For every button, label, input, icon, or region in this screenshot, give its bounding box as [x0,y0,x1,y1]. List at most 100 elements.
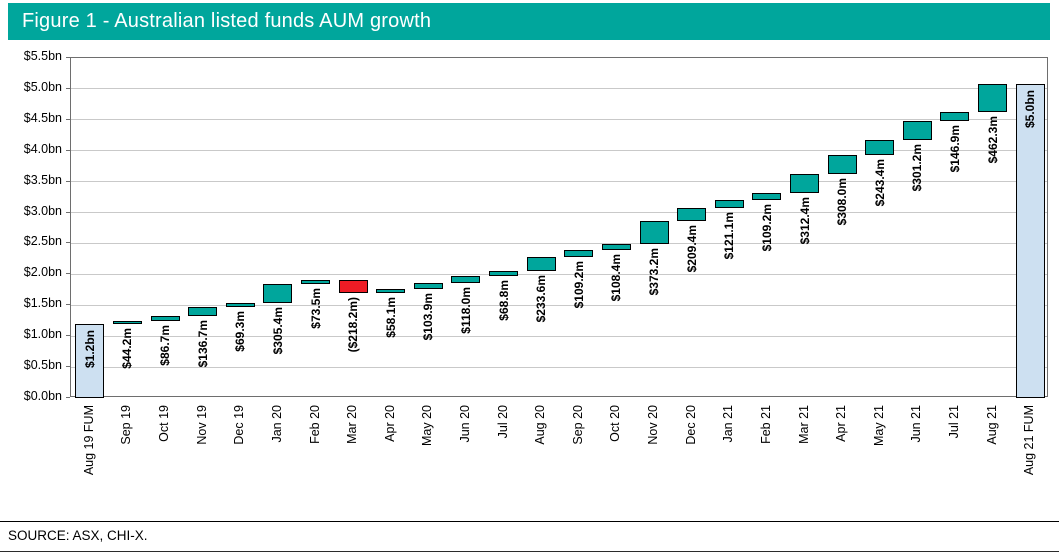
x-tick-label: May 21 [871,405,886,446]
x-tick-label: Apr 21 [834,405,849,442]
x-tick-label: Aug 21 FUM [1022,405,1037,476]
y-tick-label: $2.0bn [23,265,62,280]
x-tick-label: Mar 21 [796,405,811,444]
bar-value-label: ($218.2m) [346,297,361,353]
bar-value-label: $312.4m [797,197,812,245]
y-tick-mark [66,242,70,244]
bar-dec-20 [677,207,707,221]
bar-value-label: $308.0m [835,178,850,226]
bar-value-label: $462.3m [985,116,1000,164]
bar-jan-20 [263,284,293,303]
gridline [71,273,1047,275]
x-tick-label: Aug 20 [533,405,548,445]
bar-oct-19 [150,315,180,322]
y-tick-label: $4.0bn [23,141,62,156]
bar-value-label: $121.1m [722,211,737,259]
bar-nov-20 [639,220,669,244]
x-tick-label: Aug 19 FUM [81,405,96,476]
x-tick-label: Oct 20 [608,405,623,442]
bar-value-label: $44.2m [120,327,135,369]
x-tick-label: Dec 19 [232,405,247,445]
x-tick-label: Jul 20 [495,405,510,439]
figure-title-bar: Figure 1 - Australian listed funds AUM g… [8,3,1050,40]
bar-feb-21 [752,193,782,201]
x-tick-label: Apr 20 [382,405,397,442]
plot-area: $1.2bn $44.2m $86.7m $136.7m $69.3m $305.4m $7… [70,57,1048,398]
x-tick-label: Nov 20 [646,405,661,445]
bar-jan-21 [714,200,744,208]
bar-jun-20 [451,275,481,284]
y-tick-label: $1.5bn [23,296,62,311]
x-tick-label: Feb 20 [307,405,322,444]
gridline [71,335,1047,337]
bar-jul-20 [489,271,519,276]
bar-value-label: $118.0m [458,287,473,334]
bar-value-label: $109.2m [571,261,586,309]
bar-apr-20 [376,289,406,294]
bar-jul-21 [940,112,970,122]
x-tick-label: Jan 20 [269,405,284,443]
y-tick-mark [66,304,70,306]
bar-value-label: $108.4m [609,254,624,302]
y-tick-label: $5.0bn [23,79,62,94]
y-tick-mark [66,273,70,275]
x-tick-label: Jul 21 [946,405,961,439]
gridline [71,88,1047,90]
bar-feb-20 [301,279,330,285]
figure-title: Figure 1 - Australian listed funds AUM g… [22,10,432,32]
bar-value-label: $86.7m [158,325,173,366]
y-tick-mark [66,211,70,213]
y-tick-mark [66,397,70,398]
y-tick-mark [66,180,70,182]
bar-value-label: $209.4m [684,224,699,272]
y-tick-mark [66,149,70,151]
y-tick-mark [66,366,70,368]
y-tick-label: $0.0bn [23,389,62,403]
bar-mar-21 [790,174,819,194]
bar-aug-20 [526,257,556,272]
bar-oct-20 [601,243,631,251]
bar-value-label: $305.4m [270,306,285,355]
y-tick-mark [66,118,70,120]
x-tick-label: Sep 20 [570,405,585,445]
x-tick-label: Dec 20 [683,405,698,445]
bar-dec-19 [225,302,255,308]
x-tick-label: Oct 19 [157,405,172,442]
bar-aug-21 [978,83,1008,113]
bar-value-label: $73.5m [308,288,323,329]
bar-aug-19-fum [75,323,105,398]
x-tick-label: May 20 [420,405,435,446]
gridline [71,304,1047,306]
bar-apr-21 [827,154,857,175]
y-tick-label: $0.5bn [23,358,62,373]
x-tick-label: Nov 19 [194,405,209,445]
bar-value-label: $68.8m [496,279,511,321]
y-tick-mark [66,87,70,89]
x-axis: Aug 19 FUM Sep 19 Oct 19 Nov 19 Dec 19 Jan 20… [70,398,1048,510]
gridline [71,181,1047,183]
bar-sep-19 [112,321,142,324]
bar-value-label: $146.9m [947,125,962,173]
y-tick-label: $4.5bn [23,110,62,125]
x-tick-label: Jun 21 [909,405,924,443]
bar-value-label: $69.3m [233,311,248,352]
bar-may-20 [413,283,443,290]
bar-value-label: $243.4m [872,158,887,207]
x-tick-label: Jan 21 [721,405,736,443]
y-tick-label: $2.5bn [23,234,62,249]
bottom-divider [0,551,1059,552]
y-tick-label: $3.5bn [23,172,62,187]
bar-may-21 [865,139,895,155]
y-tick-label: $5.5bn [23,49,62,63]
bar-value-label: $1.2bn [82,329,97,368]
gridline [71,150,1047,152]
bar-value-label: $109.2m [759,204,774,252]
x-tick-label: Sep 19 [119,405,134,445]
x-tick-label: Jun 20 [457,405,472,443]
y-tick-mark [66,335,70,337]
x-tick-label: Mar 20 [345,405,360,444]
bar-value-label: $103.9m [421,293,436,341]
y-tick-label: $3.0bn [23,203,62,218]
